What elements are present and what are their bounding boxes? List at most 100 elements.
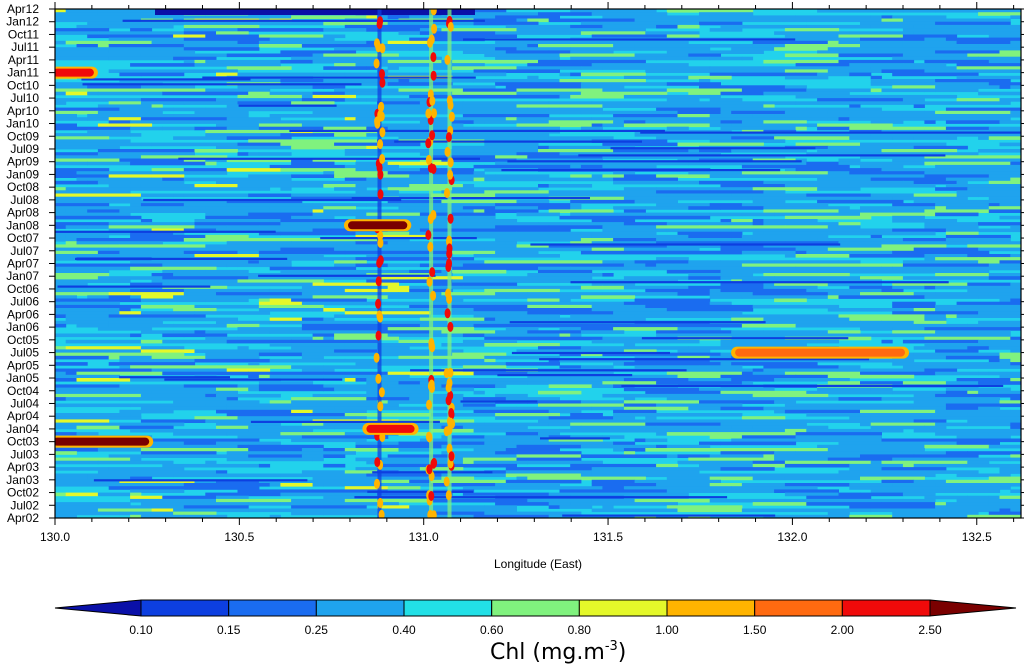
heatmap-cell — [860, 448, 925, 452]
heatmap-cell — [666, 371, 743, 376]
heatmap-cell — [548, 384, 593, 388]
heatmap-cell — [473, 126, 560, 131]
heatmap-cell — [237, 28, 324, 32]
heatmap-cell — [945, 314, 958, 318]
heatmap-cell — [398, 406, 453, 411]
heatmap-streak — [75, 257, 288, 260]
heatmap-cell — [216, 387, 249, 392]
heatmap-cell — [258, 250, 346, 255]
heatmap-cell — [956, 397, 1000, 401]
heatmap-cell — [183, 193, 249, 198]
heatmap-cell — [140, 346, 163, 350]
heatmap-cell — [860, 381, 904, 385]
heatmap-cell — [677, 413, 743, 417]
heatmap-cell — [55, 155, 142, 159]
heatmap-cell — [527, 276, 539, 280]
heatmap-cell — [570, 241, 593, 245]
heatmap-cell — [741, 161, 807, 166]
heatmap-spot — [446, 443, 453, 454]
heatmap-cell — [76, 238, 110, 242]
heatmap-cell — [741, 273, 754, 277]
heatmap-cell — [55, 311, 120, 315]
heatmap-cell — [967, 419, 1021, 423]
heatmap-cell — [881, 317, 925, 322]
heatmap-cell — [473, 136, 528, 140]
heatmap-cell — [580, 21, 657, 26]
heatmap-cell — [741, 387, 775, 392]
heatmap-cell — [752, 463, 786, 468]
heatmap-cell — [591, 349, 625, 353]
heatmap-cell — [580, 285, 603, 290]
heatmap-cell — [935, 409, 1011, 414]
heatmap-cell — [473, 209, 485, 213]
heatmap-cell — [495, 31, 582, 35]
heatmap-cell — [130, 378, 195, 382]
heatmap-cell — [538, 314, 560, 318]
heatmap-cell — [430, 234, 518, 239]
heatmap-cell — [484, 336, 539, 341]
heatmap-cell — [130, 206, 206, 210]
heatmap-cell — [580, 85, 625, 89]
heatmap-cell — [827, 117, 839, 121]
heatmap-cell — [978, 260, 1001, 264]
y-tick-label: Jan07 — [6, 269, 39, 283]
heatmap-cell — [548, 492, 614, 497]
heatmap-cell — [902, 492, 936, 497]
heatmap-spot — [446, 235, 453, 246]
heatmap-spot — [378, 101, 385, 112]
heatmap-cell — [97, 123, 153, 128]
heatmap-cell — [763, 209, 839, 213]
heatmap-cell — [301, 123, 324, 128]
heatmap-cell — [226, 158, 292, 163]
heatmap-cell — [741, 88, 807, 93]
heatmap-cell — [527, 193, 603, 198]
heatmap-cell — [130, 403, 206, 408]
heatmap-spot — [379, 77, 386, 88]
heatmap-cell — [280, 133, 335, 137]
heatmap-cell — [763, 104, 775, 108]
heatmap-cell — [237, 279, 324, 283]
heatmap-cell — [784, 406, 840, 411]
heatmap-cell — [516, 193, 528, 198]
heatmap-cell — [516, 406, 593, 411]
heatmap-cell — [430, 479, 507, 484]
heatmap-cell — [452, 145, 539, 150]
heatmap-cell — [902, 381, 947, 385]
heatmap-cell — [280, 50, 335, 54]
heatmap-cell — [935, 292, 990, 296]
heatmap-cell — [827, 498, 904, 503]
heatmap-cell — [409, 479, 432, 484]
heatmap-cell — [559, 428, 646, 433]
heatmap-cell — [55, 292, 110, 296]
heatmap-cell — [677, 110, 721, 115]
heatmap-cell — [377, 400, 389, 404]
heatmap-cell — [301, 473, 367, 478]
heatmap-cell — [258, 254, 324, 258]
heatmap-cell — [827, 448, 861, 452]
heatmap-cell — [441, 168, 475, 172]
heatmap-cell — [398, 381, 421, 385]
heatmap-cell — [1010, 177, 1021, 182]
heatmap-cell — [892, 304, 936, 309]
heatmap-cell — [806, 288, 882, 293]
heatmap-cell — [516, 476, 528, 481]
heatmap-cell — [258, 308, 314, 312]
heatmap-streak — [119, 376, 230, 379]
heatmap-cell — [827, 292, 861, 296]
heatmap-cell — [784, 184, 797, 188]
heatmap-cell — [935, 152, 979, 156]
heatmap-cell — [280, 502, 324, 506]
heatmap-cell — [55, 152, 99, 156]
heatmap-cell — [130, 492, 142, 497]
heatmap-cell — [956, 180, 968, 185]
heatmap-cell — [795, 403, 882, 408]
heatmap-cell — [838, 40, 904, 45]
heatmap-cell — [924, 88, 936, 93]
heatmap-cell — [377, 505, 410, 509]
heatmap-cell — [269, 37, 335, 42]
heatmap-cell — [988, 155, 1021, 159]
heatmap-cell — [291, 56, 378, 61]
heatmap-cell — [216, 470, 228, 474]
heatmap-cell — [935, 330, 1011, 334]
heatmap-cell — [731, 425, 754, 430]
